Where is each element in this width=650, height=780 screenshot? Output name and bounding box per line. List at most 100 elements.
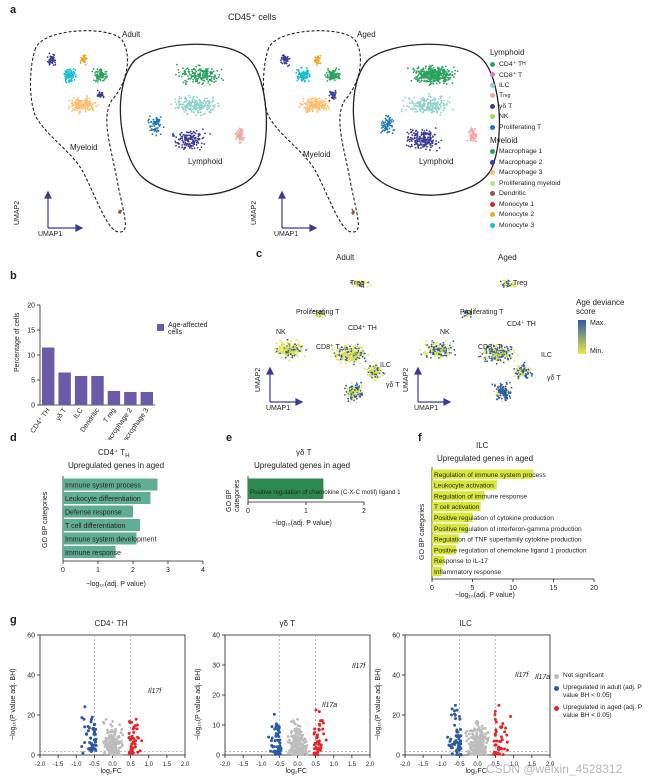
umap-cell — [386, 122, 389, 125]
umap-cell — [311, 106, 314, 109]
umap-cell — [427, 344, 430, 347]
umap-cell — [317, 104, 320, 106]
umap-cell — [293, 348, 296, 351]
x-tick-label: γδ T — [55, 407, 69, 423]
x-tick-label: CD4⁺ TH — [29, 407, 52, 435]
panel-f-label: f — [418, 432, 422, 444]
umap-cell — [281, 347, 284, 350]
umap-cell — [353, 390, 356, 393]
umap-cell — [364, 360, 367, 363]
umap-cell — [345, 357, 348, 360]
umap-cell — [75, 103, 77, 106]
umap-cell — [192, 107, 195, 109]
umap-cell — [355, 358, 357, 361]
umap-cell — [328, 108, 331, 111]
umap-cell — [118, 211, 121, 213]
point-ns — [289, 741, 293, 745]
umap-cell — [280, 57, 283, 60]
umap-cell — [361, 355, 364, 358]
umap-cell — [98, 75, 100, 78]
umap-cell — [391, 118, 393, 121]
y-tick-label: 0 — [31, 403, 35, 410]
umap-cell — [368, 369, 371, 372]
umap-cell — [179, 134, 182, 136]
umap-cell — [178, 146, 180, 148]
umap-cell — [286, 341, 289, 343]
umap-cell — [156, 120, 158, 122]
umap-cell — [71, 100, 74, 102]
bar — [63, 519, 140, 531]
legend-dot — [490, 124, 495, 130]
x-tick-label: ILC — [73, 407, 85, 420]
umap-cell — [514, 286, 517, 288]
point-ns — [121, 733, 125, 737]
umap-cell — [237, 129, 240, 131]
umap-cell — [185, 80, 188, 83]
point-ns — [118, 723, 122, 726]
umap-cell — [294, 352, 297, 355]
umap-cell — [67, 70, 70, 73]
umap-cell — [325, 109, 328, 112]
umap-cell — [370, 376, 373, 379]
umap-cell — [445, 347, 448, 350]
umap-cell — [386, 124, 389, 127]
umap-cell — [301, 79, 303, 82]
legend-item-label: Proliferating myeloid — [499, 179, 561, 187]
point-ns — [117, 753, 121, 756]
umap-cell — [436, 100, 439, 103]
umap-cell — [407, 145, 410, 147]
umap-cell — [120, 209, 123, 212]
umap-cell — [435, 140, 437, 142]
umap-cell — [195, 65, 198, 68]
umap-cell — [105, 73, 107, 76]
point-adult — [93, 739, 97, 743]
umap-cell — [298, 71, 301, 74]
umap-cell — [424, 143, 427, 145]
umap-cell — [76, 106, 79, 109]
umap-cell — [519, 372, 521, 374]
bar — [63, 478, 158, 491]
point-adult — [270, 736, 274, 740]
umap-cell — [196, 80, 199, 83]
umap-cell — [77, 107, 80, 110]
umap-cell — [409, 128, 412, 131]
umap-cell — [237, 130, 239, 133]
umap-cell — [427, 67, 430, 70]
umap-cell — [367, 371, 370, 374]
umap-cell — [76, 109, 78, 112]
umap-cell — [332, 71, 335, 74]
umap-cell — [437, 98, 440, 100]
umap-cell — [237, 134, 240, 137]
umap-cell — [198, 138, 201, 141]
umap-cell — [437, 80, 440, 83]
umap-cell — [410, 137, 413, 140]
umap-cell — [392, 129, 395, 132]
umap-cell — [385, 126, 388, 129]
umap-cell — [382, 129, 385, 132]
umap-cell — [305, 101, 308, 104]
umap-cell — [334, 91, 337, 94]
umap-cell — [420, 353, 423, 356]
umap-cell — [496, 347, 499, 349]
umap-cell — [193, 74, 196, 76]
panel-e-xlabel: −log₁₀(adj. P value) — [272, 520, 332, 527]
umap-cell — [348, 389, 351, 392]
umap-cell — [516, 369, 519, 372]
umap-cell — [506, 396, 509, 399]
point-aged — [129, 748, 133, 752]
umap-cell — [304, 71, 307, 74]
umap-cell — [495, 388, 498, 391]
umap-cell — [355, 359, 358, 362]
point-aged — [132, 730, 136, 734]
umap-cell — [81, 107, 84, 110]
umap-cell — [440, 352, 443, 355]
umap-cell — [425, 139, 428, 142]
umap-cell — [326, 74, 329, 77]
umap-cell — [443, 99, 445, 102]
umap-cell — [331, 77, 334, 80]
point-ns — [102, 740, 105, 744]
umap-cell — [344, 345, 346, 348]
umap-cell — [332, 73, 335, 75]
legend-item: Macrophage 2 — [490, 157, 561, 168]
umap-cell — [308, 75, 311, 78]
